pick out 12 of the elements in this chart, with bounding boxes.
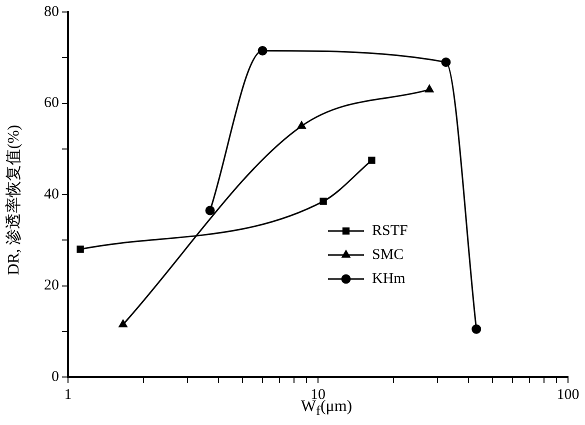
y-tick-label: 40: [44, 186, 59, 202]
x-tick-label: 100: [556, 386, 580, 403]
x-axis-title: W$_{f}$(μm): [300, 398, 352, 418]
y-tick-label: 80: [44, 4, 59, 20]
legend-label: RSTF: [372, 222, 408, 239]
y-tick-label: 0: [52, 368, 59, 385]
y-tick-label: 20: [44, 278, 59, 294]
legend-label: KHm: [372, 270, 406, 287]
legend-label: SMC: [372, 246, 404, 263]
y-tick-label: 60: [44, 95, 59, 112]
x-tick-label: 1: [64, 386, 72, 403]
y-axis-title: DR, 渗透率恢复值(%): [4, 124, 24, 276]
